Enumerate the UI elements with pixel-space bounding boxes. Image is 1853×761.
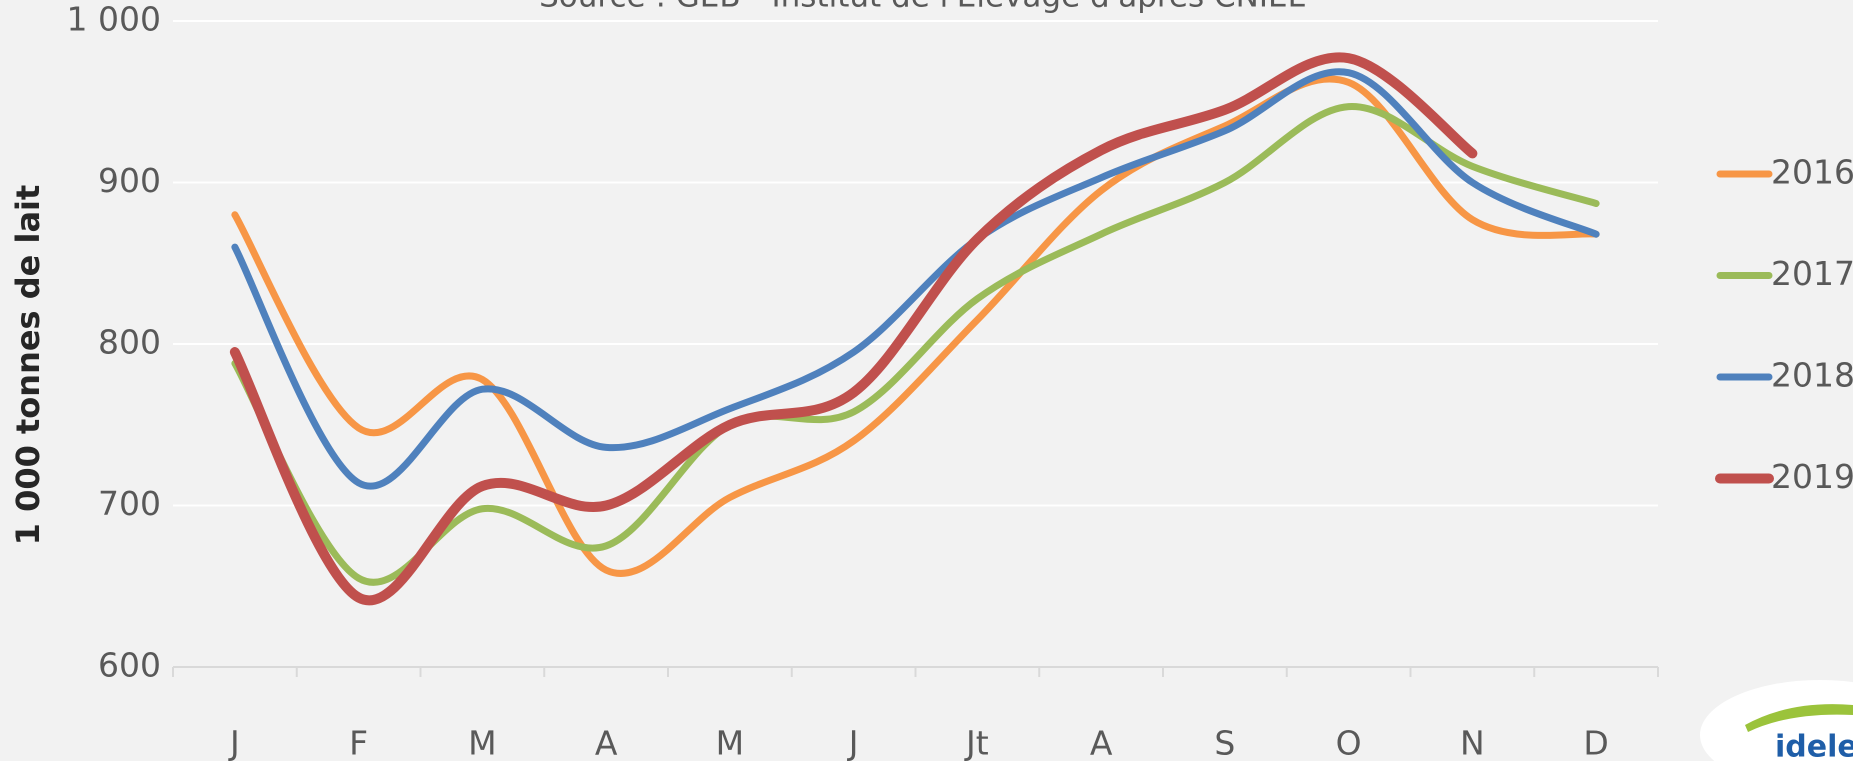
x-tick-label: A	[1090, 724, 1113, 761]
logo-text: idele	[1775, 730, 1853, 761]
legend-label: 2017	[1771, 254, 1853, 293]
x-tick-label: F	[349, 724, 368, 761]
x-tick-label: O	[1336, 724, 1362, 761]
series-line	[231, 68, 1600, 490]
chart-title: Source : GEB - Institut de l'Elevage d'a…	[539, 0, 1305, 15]
x-tick-label: S	[1214, 724, 1235, 761]
series-line	[231, 75, 1600, 577]
x-tick-label: Jt	[964, 724, 989, 761]
series-line	[229, 52, 1478, 606]
x-tick-label: D	[1583, 724, 1608, 761]
y-tick-label: 600	[98, 646, 161, 685]
logo: idele	[1700, 680, 1853, 761]
y-axis-label: 1 000 tonnes de lait	[9, 185, 47, 546]
x-tick-label: J	[228, 724, 240, 761]
legend-label: 2018	[1771, 356, 1853, 395]
legend-label: 2016	[1771, 153, 1853, 192]
y-tick-label: 900	[98, 161, 161, 200]
y-tick-label: 700	[98, 484, 161, 523]
x-tick-label: N	[1460, 724, 1485, 761]
x-tick-label: J	[847, 724, 859, 761]
x-tick-label: M	[716, 724, 744, 761]
legend-label: 2019	[1771, 457, 1853, 496]
y-tick-label: 800	[98, 323, 161, 362]
x-tick-label: M	[468, 724, 496, 761]
y-tick-label: 1 000	[67, 0, 161, 39]
x-tick-label: A	[595, 724, 618, 761]
